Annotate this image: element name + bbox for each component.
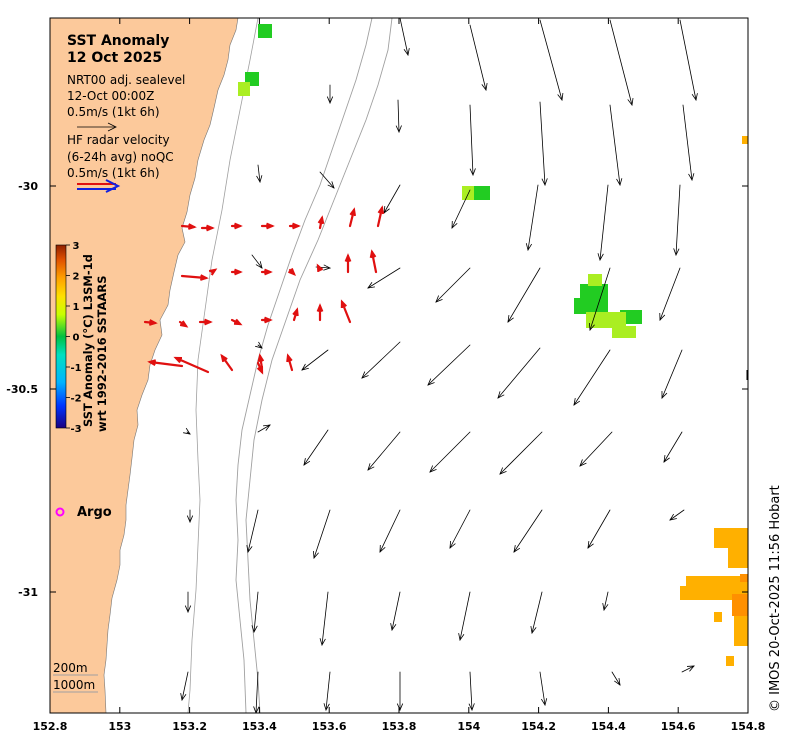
colorbar-tick-label: 2 [73,272,80,283]
x-tick-label: 154.6 [661,720,696,733]
radar-velocity-arrows [143,205,385,375]
inner-isobath-line [187,18,259,713]
colorbar-tick-label: -2 [70,394,81,405]
sst-orange-patches [680,136,748,666]
sea-level-scale-arrow [77,122,117,132]
colorbar-tick-label: 3 [73,241,80,252]
colorbar-label: SST Anomaly (°C) L3SM-1d [81,254,95,427]
colorbar-tick-label: -1 [70,363,81,374]
radar-label: HF radar velocity [67,133,170,147]
x-tick-label: 154.2 [521,720,556,733]
colorbar-ticks: 3 2 1 0 -1 -2 -3 [66,241,82,435]
sea-level-scale: 0.5m/s (1kt 6h) [67,105,160,119]
colorbar-reference: wrt 1992-2016 SSTAARS [95,275,109,432]
colorbar-tick-label: 0 [73,333,80,344]
radar-avg: (6-24h avg) noQC [67,150,174,164]
coastline-land [50,18,239,713]
argo-label: Argo [77,505,112,520]
argo-marker-icon [55,507,65,517]
sea-level-label: NRT00 adj. sealevel [67,73,185,87]
sst-yellow-green-patches [238,82,636,338]
isobath-200m-label: 200m [53,661,88,675]
x-tick-label: 152.8 [33,720,68,733]
x-tick-label: 154 [457,720,480,733]
map-title: SST Anomaly [67,33,169,49]
x-tick-label: 153 [108,720,131,733]
y-tick-label: -31 [18,586,38,599]
colorbar [55,244,67,429]
colorbar-tick-label: -3 [70,424,81,435]
imos-credit: © IMOS 20-Oct-2025 11:56 Hobart [768,485,783,712]
colorbar-tick-label: 1 [73,302,80,313]
x-tick-label: 153.6 [312,720,347,733]
y-tick-label: -30 [18,180,38,193]
x-tick-label: 153.2 [172,720,207,733]
radar-scale: 0.5m/s (1kt 6h) [67,166,160,180]
sea-level-velocity-arrows [180,18,698,713]
x-tick-label: 153.8 [382,720,417,733]
sst-dark-orange-patches [732,574,748,616]
sea-level-time: 12-Oct 00:00Z [67,89,154,103]
y-axis: -30-30.5-31 [6,180,748,599]
isobath-1000m-line [245,18,393,713]
y-tick-label: -30.5 [6,383,38,396]
x-tick-label: 154.8 [731,720,766,733]
x-tick-label: 154.4 [591,720,626,733]
map-date: 12 Oct 2025 [67,50,162,66]
radar-scale-arrow [77,179,121,193]
isobath-1000m-label: 1000m [53,678,95,692]
x-tick-label: 153.4 [242,720,277,733]
x-axis: 152.8 153 153.2 153.4 153.6 153.8 154 154.2 154.… [33,18,766,733]
isobath-200m-line [235,18,373,713]
